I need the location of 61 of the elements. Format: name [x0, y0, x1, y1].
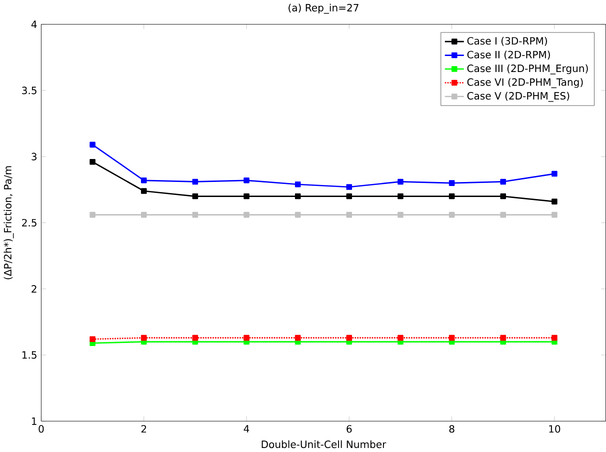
- point: [448, 335, 455, 341]
- legend-label: Case V (2D-PHM_ES): [467, 92, 570, 102]
- legend-label: Case I (3D-RPM): [467, 37, 547, 46]
- legend-label: Case II (2D-RPM): [467, 50, 550, 60]
- point: [448, 193, 455, 200]
- point: [192, 335, 198, 341]
- point: [140, 178, 147, 184]
- point: [346, 193, 352, 200]
- x-tick-label: 8: [449, 425, 454, 433]
- y-tick-label: 4: [31, 20, 37, 28]
- point: [192, 212, 198, 218]
- point: [192, 193, 198, 200]
- point: [398, 178, 404, 185]
- point: [90, 336, 96, 342]
- point: [140, 335, 147, 341]
- point: [552, 335, 558, 341]
- point: [192, 178, 198, 185]
- x-tick-label: 10: [549, 425, 560, 433]
- y-tick-label: 2.5: [22, 219, 36, 227]
- x-axis-title: Double-Unit-Cell Number: [262, 440, 386, 448]
- point: [294, 193, 301, 200]
- point: [346, 212, 352, 218]
- point: [552, 212, 558, 218]
- point: [500, 212, 506, 218]
- point: [90, 159, 96, 165]
- point: [294, 335, 301, 341]
- legend-label: Case VI (2D-PHM_Tang): [467, 78, 583, 88]
- point: [398, 335, 404, 341]
- point: [500, 193, 506, 200]
- y-tick-label: 1.5: [22, 351, 36, 359]
- point: [294, 182, 301, 188]
- point: [448, 180, 455, 186]
- point: [140, 212, 147, 218]
- x-tick-label: 6: [346, 425, 352, 433]
- y-tick-label: 1: [32, 418, 36, 425]
- point: [90, 142, 96, 148]
- x-tick-label: 0: [38, 425, 44, 433]
- point: [346, 184, 352, 190]
- point: [552, 170, 558, 177]
- point: [244, 212, 250, 218]
- point: [500, 178, 506, 185]
- point: [398, 193, 404, 200]
- x-tick-label: 2: [141, 425, 146, 433]
- point: [398, 212, 404, 218]
- point: [346, 335, 352, 341]
- chart-title: (a) Rep_in=27: [288, 4, 358, 14]
- point: [294, 212, 301, 218]
- point: [90, 212, 96, 218]
- point: [244, 335, 250, 341]
- point: [500, 335, 506, 341]
- point: [448, 212, 455, 218]
- y-axis-title: (ΔP/2h*)_Friction, Pa/m: [4, 166, 14, 280]
- y-tick-label: 3.5: [22, 86, 36, 94]
- point: [244, 193, 250, 200]
- point: [552, 198, 558, 205]
- x-tick-label: 4: [244, 425, 250, 432]
- y-tick-label: 2: [32, 285, 36, 293]
- point: [244, 178, 250, 184]
- y-tick-label: 3: [32, 152, 36, 160]
- legend-label: Case III (2D-PHM_Ergun): [467, 64, 588, 74]
- point: [140, 188, 147, 194]
